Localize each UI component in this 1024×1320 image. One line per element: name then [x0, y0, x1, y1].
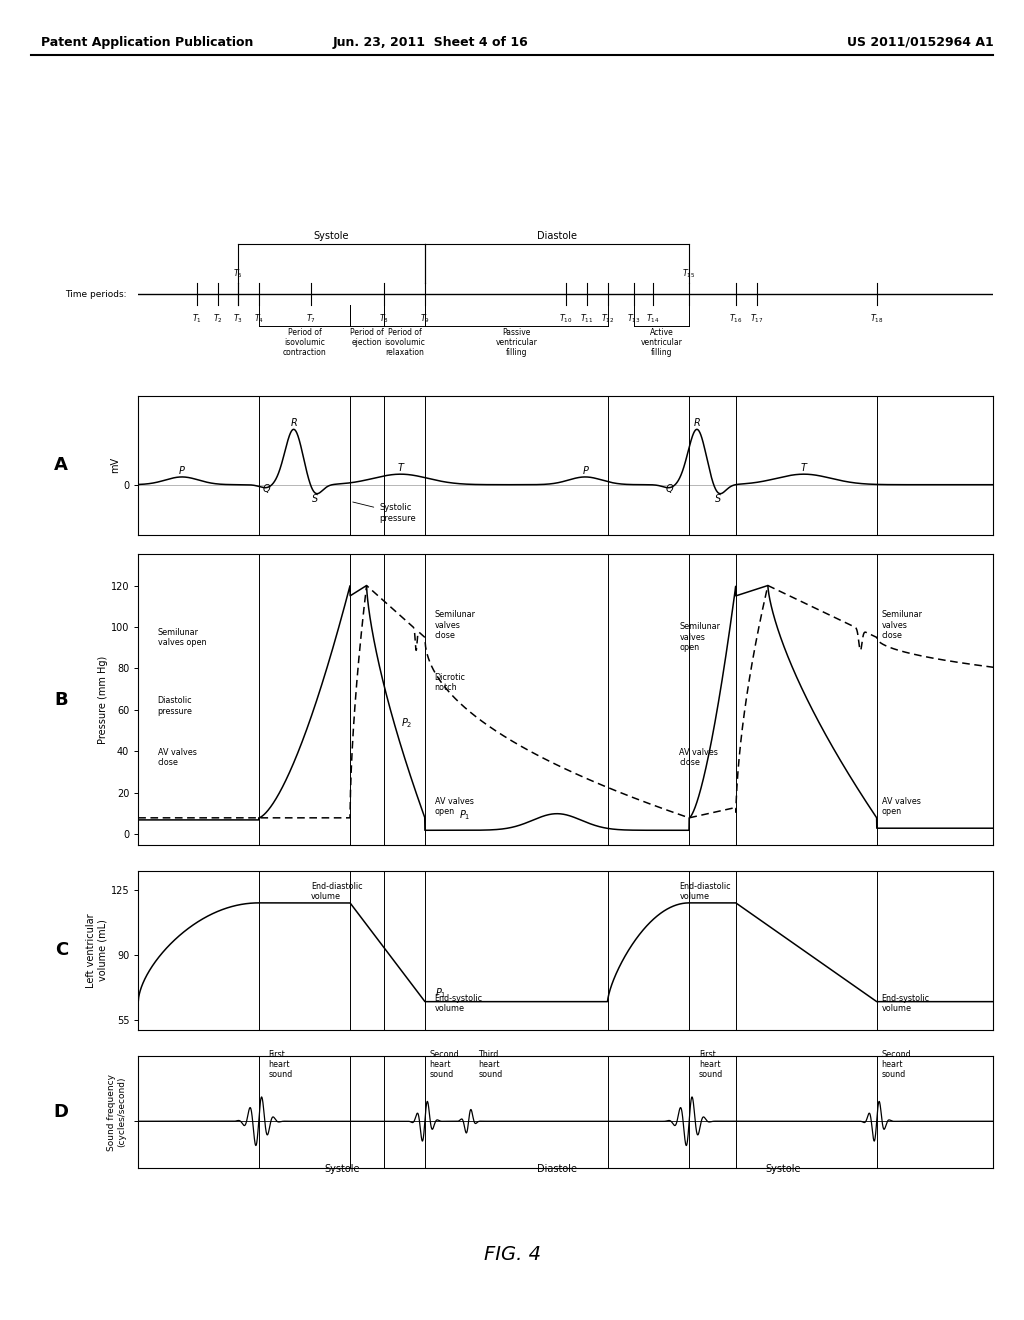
Text: S: S: [312, 494, 318, 504]
Text: Period of
ejection: Period of ejection: [350, 327, 384, 347]
Text: AV valves
open: AV valves open: [434, 797, 473, 817]
Text: End-systolic
volume: End-systolic volume: [882, 994, 930, 1012]
Y-axis label: Left ventricular
volume (mL): Left ventricular volume (mL): [86, 913, 108, 987]
Text: $T_{1}$: $T_{1}$: [191, 313, 202, 325]
Y-axis label: Pressure (mm Hg): Pressure (mm Hg): [98, 656, 108, 743]
Text: US 2011/0152964 A1: US 2011/0152964 A1: [847, 36, 993, 49]
Text: P: P: [583, 466, 588, 477]
Text: Diastolic
pressure: Diastolic pressure: [158, 696, 193, 715]
Text: Diastole: Diastole: [537, 231, 577, 240]
Text: $T_{17}$: $T_{17}$: [751, 313, 764, 325]
Text: Dicrotic
notch: Dicrotic notch: [434, 673, 466, 692]
Text: Jun. 23, 2011  Sheet 4 of 16: Jun. 23, 2011 Sheet 4 of 16: [332, 36, 528, 49]
Text: Period of
isovolumic
contraction: Period of isovolumic contraction: [283, 327, 327, 358]
Text: B: B: [54, 690, 69, 709]
Text: $T_{15}$: $T_{15}$: [682, 267, 696, 280]
Text: AV valves
close: AV valves close: [158, 748, 197, 767]
Text: $T_{16}$: $T_{16}$: [729, 313, 742, 325]
Text: $T_{4}$: $T_{4}$: [254, 313, 264, 325]
Text: Q: Q: [666, 483, 674, 494]
Text: $T_{3}$: $T_{3}$: [233, 313, 244, 325]
Text: Q: Q: [263, 483, 270, 494]
Text: R: R: [693, 418, 700, 429]
Text: D: D: [54, 1104, 69, 1121]
Text: R: R: [291, 418, 297, 429]
Text: $T_{9}$: $T_{9}$: [420, 313, 430, 325]
Text: End-systolic
volume: End-systolic volume: [434, 994, 482, 1012]
Text: S: S: [715, 494, 722, 504]
Text: Active
ventricular
filling: Active ventricular filling: [641, 327, 682, 358]
Text: Systole: Systole: [765, 1164, 801, 1175]
Text: Systole: Systole: [324, 1164, 359, 1175]
Text: $P_1$: $P_1$: [459, 808, 470, 821]
Text: Semilunar
valves open: Semilunar valves open: [158, 628, 206, 647]
Text: $T_{18}$: $T_{18}$: [869, 313, 884, 325]
Text: $T_{14}$: $T_{14}$: [646, 313, 660, 325]
Text: Semilunar
valves
close: Semilunar valves close: [434, 610, 475, 640]
Text: First
heart
sound: First heart sound: [268, 1049, 293, 1080]
Text: End-diastolic
volume: End-diastolic volume: [311, 882, 362, 902]
Text: $P_1$: $P_1$: [434, 986, 446, 999]
Text: AV valves
close: AV valves close: [680, 748, 718, 767]
Text: $T_{7}$: $T_{7}$: [306, 313, 316, 325]
Text: Systole: Systole: [313, 231, 349, 240]
Text: $P_2$: $P_2$: [400, 717, 412, 730]
Text: P: P: [179, 466, 185, 477]
Text: Semilunar
valves
open: Semilunar valves open: [680, 623, 721, 652]
Text: FIG. 4: FIG. 4: [483, 1245, 541, 1263]
Text: T: T: [801, 463, 807, 473]
Text: A: A: [54, 457, 69, 474]
Text: Second
heart
sound: Second heart sound: [430, 1049, 460, 1080]
Text: $T_{11}$: $T_{11}$: [581, 313, 594, 325]
Text: AV valves
open: AV valves open: [882, 797, 921, 817]
Text: First
heart
sound: First heart sound: [698, 1049, 723, 1080]
Y-axis label: mV: mV: [111, 457, 120, 474]
Y-axis label: Sound frequency
(cycles/second): Sound frequency (cycles/second): [108, 1073, 126, 1151]
Text: $T_{10}$: $T_{10}$: [559, 313, 572, 325]
Text: Diastole: Diastole: [537, 1164, 577, 1175]
Text: T: T: [397, 463, 403, 473]
Text: Period of
isovolumic
relaxation: Period of isovolumic relaxation: [384, 327, 425, 358]
Text: $T_{13}$: $T_{13}$: [627, 313, 641, 325]
Text: $T_{12}$: $T_{12}$: [601, 313, 614, 325]
Text: C: C: [54, 941, 68, 960]
Text: Passive
ventricular
filling: Passive ventricular filling: [496, 327, 538, 358]
Text: Second
heart
sound: Second heart sound: [882, 1049, 911, 1080]
Text: Patent Application Publication: Patent Application Publication: [41, 36, 253, 49]
Text: Time periods:: Time periods:: [66, 290, 127, 298]
Text: Third
heart
sound: Third heart sound: [478, 1049, 503, 1080]
Text: End-diastolic
volume: End-diastolic volume: [680, 882, 731, 902]
Text: Systolic
pressure: Systolic pressure: [352, 502, 416, 523]
Text: $T_{8}$: $T_{8}$: [379, 313, 389, 325]
Text: $T_{2}$: $T_{2}$: [213, 313, 223, 325]
Text: $T_{5}$: $T_{5}$: [233, 267, 244, 280]
Text: Semilunar
valves
close: Semilunar valves close: [882, 610, 923, 640]
